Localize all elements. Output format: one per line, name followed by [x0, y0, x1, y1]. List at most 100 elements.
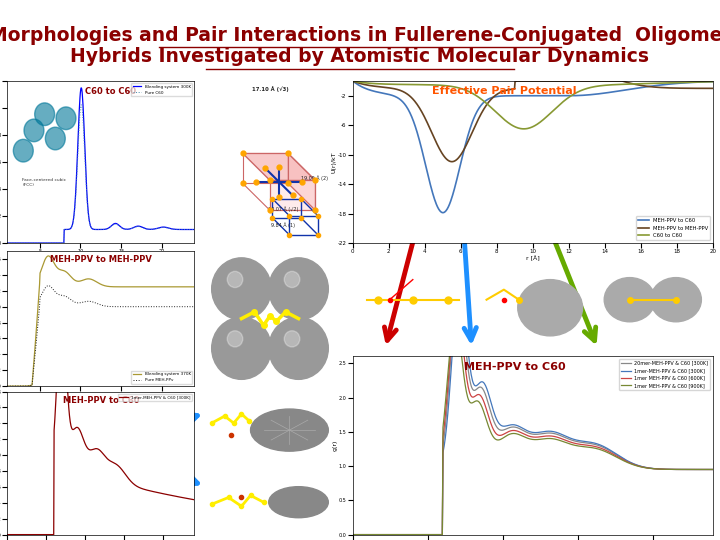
Line: 1mer MEH-PPV & C60 [600K]: 1mer MEH-PPV & C60 [600K] — [353, 307, 713, 535]
1mer MEH-PPV & C60 [900K] — [348, 531, 357, 538]
20mer-MEH-PPV & C60 [300K] — [590, 441, 598, 448]
1mer-MEH-PPV & C60 [300K] — [456, 281, 464, 288]
MEH-PPV to C60 — [590, 91, 598, 98]
Circle shape — [212, 317, 271, 379]
Blending system 300K — [114, 222, 123, 228]
Circle shape — [518, 280, 582, 336]
1mer MEH-PPV & C60 [600K] — [348, 531, 357, 538]
Pure MEH-PPv — [44, 282, 53, 289]
Line: 1mer MEH-PPV & C60 [900K]: 1mer MEH-PPV & C60 [900K] — [353, 320, 713, 535]
Circle shape — [604, 278, 655, 322]
MEH-PPV to C60 — [348, 78, 357, 84]
Blending system 370K — [25, 382, 34, 389]
1mer MEH-PPV & C60 [600K] — [590, 443, 598, 449]
1mer-MEH-PPV & C60 [300K] — [441, 434, 450, 441]
Circle shape — [251, 409, 328, 451]
Pure MEH-PPv — [78, 299, 86, 306]
Blending system 370K — [140, 284, 148, 290]
Circle shape — [284, 330, 300, 347]
Text: Hybrids Investigated by Atomistic Molecular Dynamics: Hybrids Investigated by Atomistic Molecu… — [71, 47, 649, 66]
1mer MEH-PPV & C60 [900K] — [451, 316, 459, 323]
1mer MEH-PPV & C60 [900K] — [441, 400, 450, 407]
Blending system 300K — [77, 85, 86, 91]
Text: Face-centered cubic
(FCC): Face-centered cubic (FCC) — [22, 178, 66, 187]
1mer-MEH-PPV & C60 [300K] — [58, 299, 66, 306]
Pure MEH-PPv — [25, 382, 34, 389]
Pure MEH-PPv — [3, 383, 12, 389]
1mer-MEH-PPV & C60 [300K] — [92, 446, 101, 452]
Line: MEH-PPV to MEH-PPV: MEH-PPV to MEH-PPV — [353, 81, 713, 161]
20mer-MEH-PPV & C60 [300K] — [561, 435, 570, 441]
1mer MEH-PPV & C60 [600K] — [708, 466, 717, 472]
Text: C60 to C60: C60 to C60 — [84, 87, 136, 97]
Text: 17.10 Å (√3): 17.10 Å (√3) — [251, 86, 289, 92]
C60 to C60 — [412, 82, 420, 88]
1mer MEH-PPV & C60 [600K] — [441, 412, 450, 418]
Blending system 300K — [104, 225, 113, 231]
1mer-MEH-PPV & C60 [300K] — [104, 457, 113, 463]
Text: MEH-PPV to C60: MEH-PPV to C60 — [63, 396, 139, 405]
Text: MEH-PPV to C60: MEH-PPV to C60 — [464, 362, 566, 372]
Line: Pure C60: Pure C60 — [7, 105, 194, 243]
X-axis label: r [Å]: r [Å] — [95, 399, 107, 404]
Line: Blending system 300K: Blending system 300K — [7, 88, 194, 243]
Blending system 300K — [92, 226, 101, 233]
1mer MEH-PPV & C60 [900K] — [620, 458, 629, 464]
MEH-PPV to MEH-PPV — [512, 78, 521, 84]
Pure C60 — [190, 226, 199, 233]
Circle shape — [269, 317, 328, 379]
Blending system 370K — [44, 253, 53, 259]
MEH-PPV to MEH-PPV — [348, 78, 357, 84]
Blending system 300K — [3, 240, 12, 246]
1mer MEH-PPV & C60 [600K] — [512, 428, 521, 434]
1mer-MEH-PPV & C60 [300K] — [94, 446, 102, 452]
Pure C60 — [92, 226, 101, 233]
Blending system 300K — [186, 226, 194, 233]
Pure MEH-PPv — [121, 303, 130, 310]
1mer-MEH-PPV & C60 [300K] — [561, 433, 570, 440]
Blending system 300K — [157, 224, 166, 231]
Text: MEH-PPV to MEH-PPV: MEH-PPV to MEH-PPV — [50, 255, 152, 264]
20mer-MEH-PPV & C60 [300K] — [454, 290, 462, 296]
Blending system 370K — [190, 284, 199, 290]
20mer-MEH-PPV & C60 [300K] — [441, 423, 450, 429]
1mer-MEH-PPV & C60 [300K] — [348, 531, 357, 538]
20mer-MEH-PPV & C60 [300K] — [412, 531, 420, 538]
Text: Effective Pair Potential: Effective Pair Potential — [432, 86, 576, 96]
1mer-MEH-PPV & C60 [300K] — [708, 466, 717, 472]
Line: Blending system 370K: Blending system 370K — [7, 256, 194, 386]
MEH-PPV to C60 — [441, 207, 450, 214]
Legend: Blending system 370K, Pure MEH-PPv: Blending system 370K, Pure MEH-PPv — [131, 370, 192, 384]
1mer MEH-PPV & C60 [900K] — [590, 445, 598, 451]
MEH-PPV to MEH-PPV — [620, 78, 629, 85]
MEH-PPV to MEH-PPV — [561, 78, 570, 84]
1mer-MEH-PPV & C60 [300K] — [590, 440, 598, 446]
Circle shape — [228, 271, 243, 287]
MEH-PPV to C60 — [512, 92, 521, 99]
20mer-MEH-PPV & C60 [300K] — [620, 456, 629, 463]
Blending system 300K — [190, 226, 199, 233]
Pure C60 — [104, 225, 113, 231]
Line: 1mer-MEH-PPV & C60 [300K]: 1mer-MEH-PPV & C60 [300K] — [7, 302, 194, 535]
1mer-MEH-PPV & C60 [300K] — [190, 497, 199, 503]
Text: 9.84 Å (1): 9.84 Å (1) — [271, 222, 295, 228]
1mer-MEH-PPV & C60 [300K] — [412, 531, 420, 538]
Line: 20mer-MEH-PPV & C60 [300K]: 20mer-MEH-PPV & C60 [300K] — [353, 293, 713, 535]
MEH-PPV to MEH-PPV — [441, 154, 450, 161]
1mer-MEH-PPV & C60 [300K] — [620, 456, 629, 462]
X-axis label: r [Å]: r [Å] — [95, 255, 107, 261]
Polygon shape — [243, 153, 315, 180]
MEH-PPV to C60 — [561, 92, 570, 99]
Pure MEH-PPv — [140, 303, 148, 310]
20mer-MEH-PPV & C60 [300K] — [348, 531, 357, 538]
Polygon shape — [270, 180, 315, 211]
Pure C60 — [94, 226, 102, 233]
1mer MEH-PPV & C60 [900K] — [561, 439, 570, 446]
Blending system 370K — [78, 278, 86, 284]
Pure MEH-PPv — [138, 303, 147, 310]
C60 to C60 — [441, 83, 450, 89]
Legend: 20mer-MEH-PPV & C60 [300K], 1mer-MEH-PPV & C60 [300K], 1mer MEH-PPV & C60 [600K]: 20mer-MEH-PPV & C60 [300K], 1mer-MEH-PPV… — [619, 359, 711, 390]
Line: 1mer-MEH-PPV & C60 [300K]: 1mer-MEH-PPV & C60 [300K] — [353, 285, 713, 535]
C60 to C60 — [590, 84, 598, 90]
MEH-PPV to C60 — [620, 87, 629, 93]
